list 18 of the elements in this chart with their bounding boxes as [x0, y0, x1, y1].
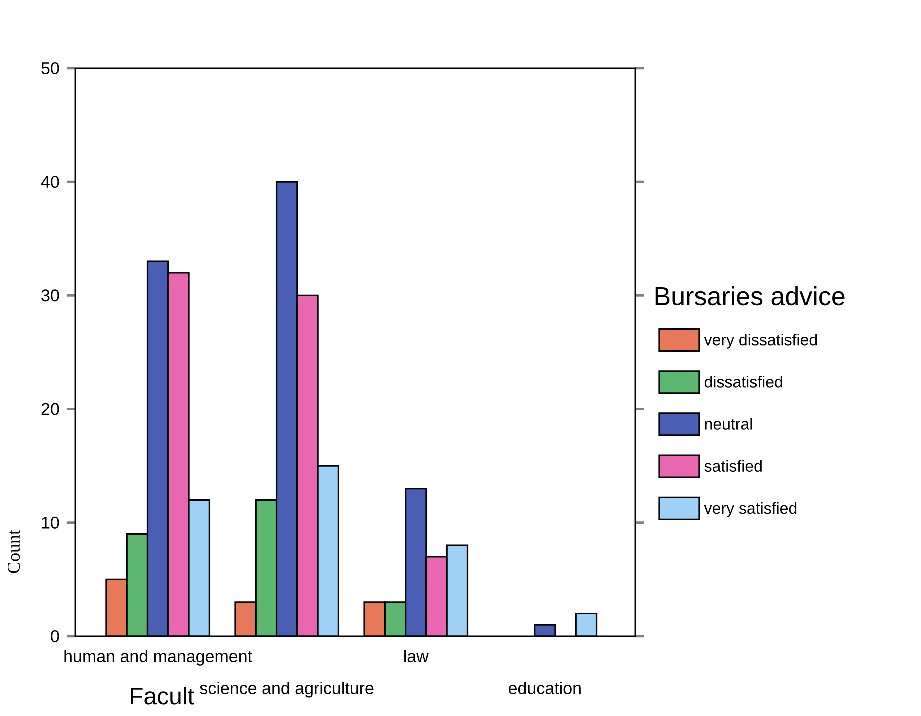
- y-tick-label: 30: [42, 290, 60, 302]
- y-tick-label: 40: [41, 176, 60, 188]
- y-tick-label: 20: [42, 403, 60, 416]
- legend-title: Bursaries advice: [656, 286, 845, 306]
- x-tick-label: human and management: [64, 650, 252, 666]
- y-tick-label: 10: [42, 516, 60, 529]
- y-axis-title: Count: [8, 530, 20, 574]
- y-tick-label: 0: [51, 630, 60, 642]
- x-axis-title: Facult: [131, 687, 194, 705]
- y-tick-label: 50: [42, 62, 60, 74]
- legend-label: dissatisfied: [704, 376, 782, 388]
- legend-label: very dissatisfied: [704, 334, 818, 349]
- legend-label: neutral: [705, 418, 752, 430]
- legend-label: satisfied: [704, 460, 762, 472]
- x-tick-label: law: [404, 650, 429, 663]
- x-tick-label: education: [509, 682, 581, 694]
- x-tick-label: science and agriculture: [200, 682, 374, 698]
- legend-label: very satisfied: [704, 502, 797, 518]
